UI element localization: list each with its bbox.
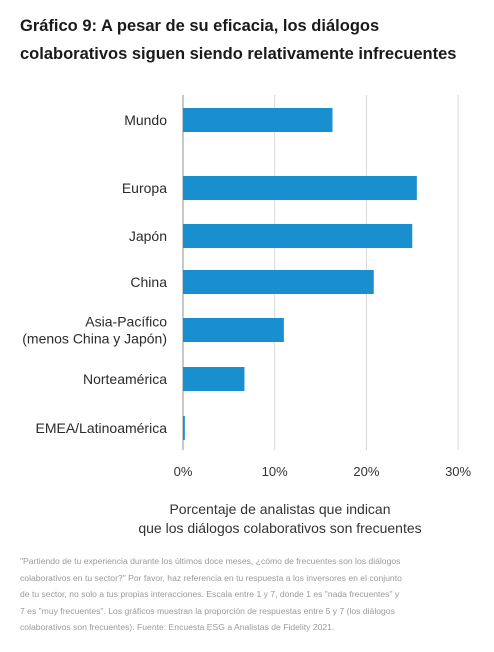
chart-title: Gráfico 9: A pesar de su eficacia, los d… xyxy=(20,12,480,68)
category-label-3: China xyxy=(130,274,167,290)
footnote-line-1: "Partiendo de tu experiencia durante los… xyxy=(20,556,401,566)
bar-4 xyxy=(183,318,284,342)
footnote: "Partiendo de tu experiencia durante los… xyxy=(20,553,478,636)
footnote-line-2: colaborativos en tu sector?" Por favor, … xyxy=(20,572,402,583)
tick-label-10: 10% xyxy=(262,464,288,479)
category-label-5: Norteamérica xyxy=(83,371,167,387)
chart-category-labels: Mundo Europa Japón China Asia-Pacífico(menos… xyxy=(22,112,167,436)
chart-tick-labels: 0% 10% 20% 30% xyxy=(174,464,472,479)
bar-chart: Mundo Europa Japón China Asia-Pacífico(menos… xyxy=(22,95,472,479)
category-label-4-line-1: (menos China y Japón) xyxy=(22,331,167,347)
footnote-line-4: 7 es "muy frecuentes". Los gráficos mues… xyxy=(20,605,395,616)
chart-bars xyxy=(183,108,417,440)
category-label-2: Japón xyxy=(129,228,167,244)
chart-title-line-1: Gráfico 9: A pesar de su eficacia, los d… xyxy=(20,17,380,35)
category-label-0: Mundo xyxy=(124,112,167,128)
category-label-1: Europa xyxy=(122,180,167,196)
footnote-line-3: de tu sector, no solo a tus propias inte… xyxy=(20,589,400,599)
x-axis-label: Porcentaje de analistas que indican que … xyxy=(100,500,460,538)
tick-label-30: 30% xyxy=(445,464,471,479)
x-axis-label-line-2: que los diálogos colaborativos son frecu… xyxy=(138,520,422,536)
footnote-line-5: colaborativos son frecuentes). Fuente: E… xyxy=(20,622,335,632)
category-label-4-line-0: Asia-Pacífico xyxy=(85,314,167,330)
x-axis-label-line-1: Porcentaje de analistas que indican xyxy=(169,501,391,517)
bar-6 xyxy=(183,416,185,440)
bar-1 xyxy=(183,176,417,200)
bar-3 xyxy=(183,270,374,294)
bar-5 xyxy=(183,367,245,391)
bar-2 xyxy=(183,224,413,248)
category-label-6: EMEA/Latinoamérica xyxy=(35,420,167,436)
tick-label-20: 20% xyxy=(353,464,379,479)
chart-title-line-2: colaborativos siguen siendo relativament… xyxy=(20,45,457,63)
tick-label-0: 0% xyxy=(174,464,193,479)
bar-0 xyxy=(183,108,333,132)
